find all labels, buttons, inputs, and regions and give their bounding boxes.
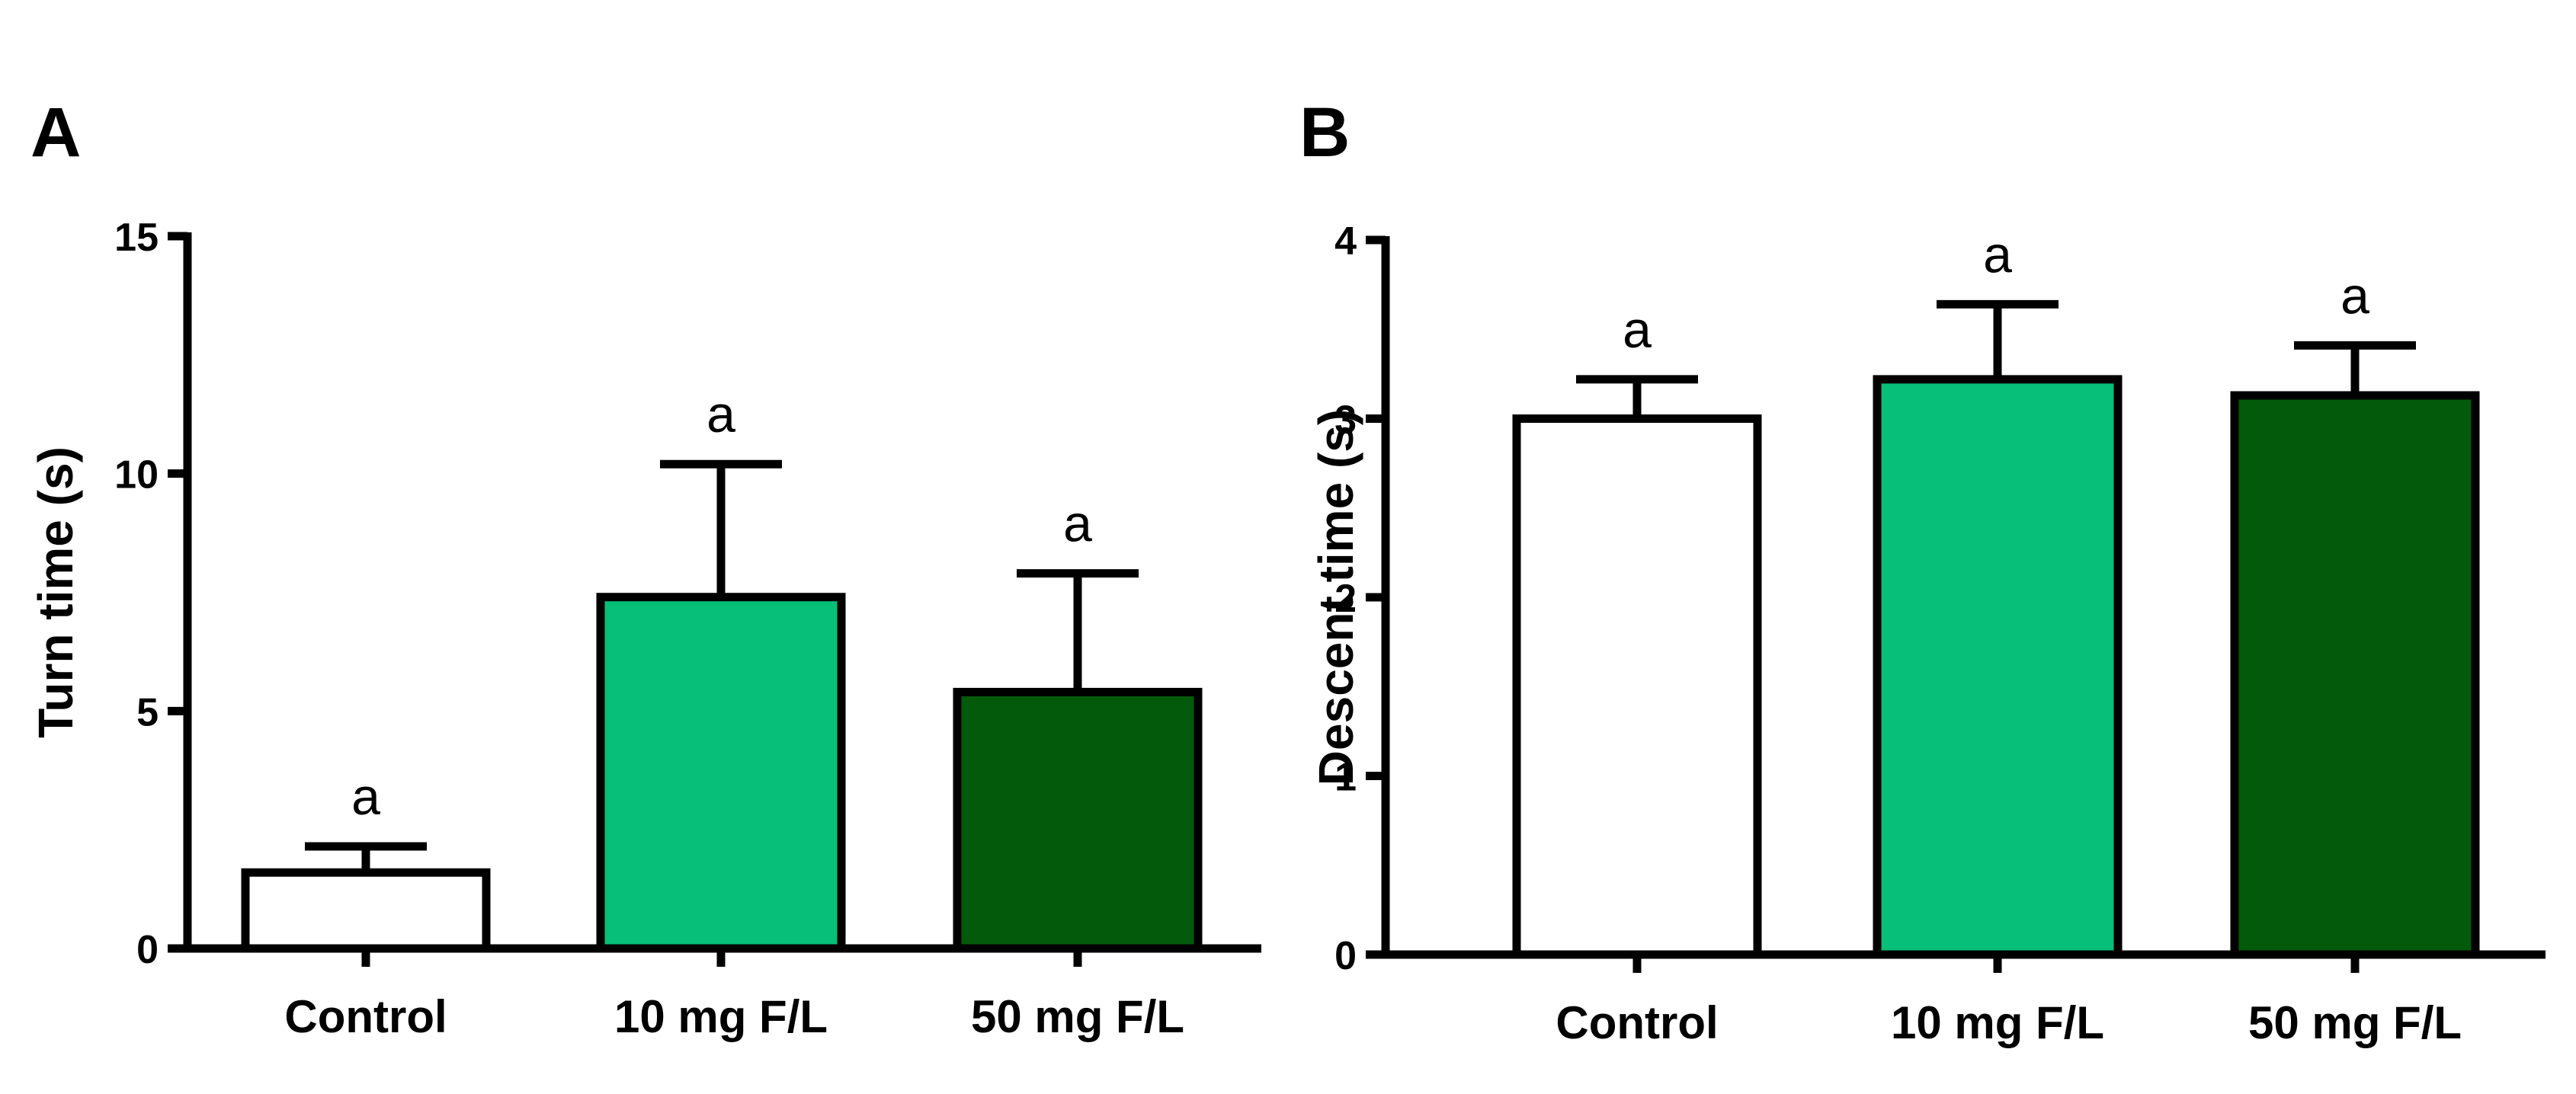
x-tick-label: 10 mg F/L <box>1891 997 2104 1048</box>
bar <box>596 593 846 953</box>
y-tick-label: 2 <box>1334 577 1357 621</box>
y-tick-label: 5 <box>136 690 159 734</box>
y-tick-label: 4 <box>1334 219 1357 264</box>
significance-label: a <box>1623 301 1652 359</box>
x-tick-label: Control <box>284 991 447 1042</box>
bar <box>1873 375 2123 959</box>
significance-label: a <box>1983 226 2012 283</box>
significance-label: a <box>351 768 380 826</box>
significance-label: a <box>2341 267 2369 325</box>
x-tick-label: 50 mg F/L <box>971 991 1184 1042</box>
y-tick-label: 1 <box>1334 756 1357 800</box>
x-tick-label: Control <box>1556 997 1718 1048</box>
panel-a: Aa Control a 10 mg F/L a 50 mg F/L 0 5 10 15 Turn … <box>28 94 1261 1042</box>
bar <box>953 687 1203 953</box>
y-tick-label: 0 <box>136 928 159 972</box>
panel-b: Ba Control a 10 mg F/L a 50 mg F/L 0 1 2 3 4 Descen… <box>1299 94 2546 1048</box>
panel-letter: B <box>1299 94 1350 171</box>
panel-letter: A <box>30 94 81 171</box>
significance-label: a <box>1063 495 1092 553</box>
x-tick-label: 50 mg F/L <box>2248 997 2462 1048</box>
y-axis-label: Descent time (s) <box>1309 409 1363 785</box>
bar <box>1512 414 1762 959</box>
x-tick-label: 10 mg F/L <box>614 991 828 1042</box>
y-tick-label: 3 <box>1334 398 1357 443</box>
bar <box>241 868 491 953</box>
bar <box>2230 391 2480 959</box>
y-tick-label: 0 <box>1334 934 1357 978</box>
significance-label: a <box>706 385 735 443</box>
y-axis-label: Turn time (s) <box>28 446 83 738</box>
y-tick-label: 15 <box>114 216 159 260</box>
y-tick-label: 10 <box>114 453 159 497</box>
